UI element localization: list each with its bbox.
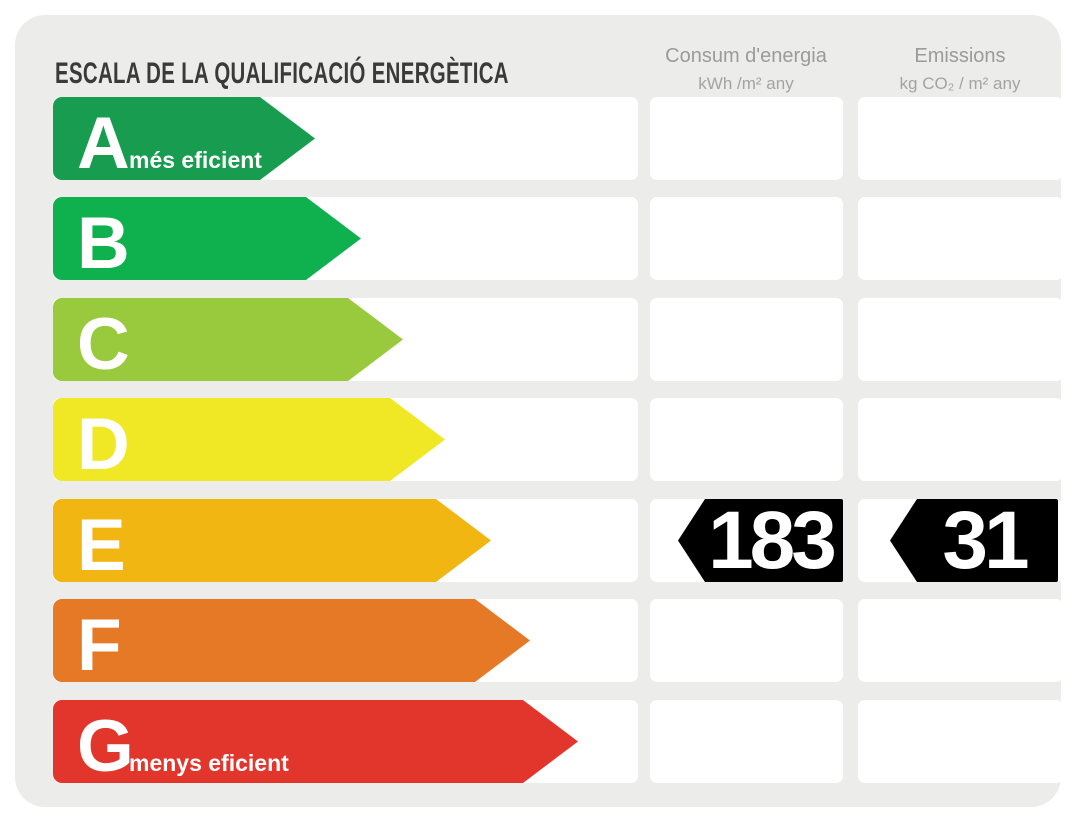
emissions-value-badge: 31	[890, 499, 1058, 582]
band-e-letter: E	[77, 505, 126, 586]
page-title: ESCALA DE LA QUALIFICACIÓ ENERGÈTICA	[55, 57, 509, 90]
band-c-emissions-cell	[858, 298, 1063, 381]
emissions-units: kg CO₂ / m² any	[899, 74, 1021, 93]
band-row-e: E 183 31	[15, 499, 1063, 582]
label-panel: ESCALA DE LA QUALIFICACIÓ ENERGÈTICA Con…	[15, 15, 1063, 807]
band-a-letter: A	[77, 103, 130, 184]
band-f-consum-cell	[650, 599, 843, 682]
band-row-a: A més eficient	[15, 97, 1063, 180]
band-g-consum-cell	[650, 700, 843, 783]
band-row-f: F	[15, 599, 1063, 682]
band-a-note: més eficient	[129, 147, 262, 173]
band-f-arrow: F	[53, 599, 530, 682]
band-g-arrow: G menys eficient	[53, 700, 578, 783]
consum-units: kWh /m² any	[698, 74, 794, 93]
band-c-arrow: C	[53, 298, 403, 381]
band-b-arrow: B	[53, 197, 361, 280]
column-header-emissions: Emissions kg CO₂ / m² any	[855, 45, 1065, 94]
emissions-value: 31	[942, 494, 1029, 586]
band-g-emissions-cell	[858, 700, 1063, 783]
band-b-letter: B	[77, 203, 130, 284]
band-g-letter: G	[77, 706, 134, 787]
band-c-consum-cell	[650, 298, 843, 381]
band-g-note: menys eficient	[129, 750, 289, 776]
band-b-consum-cell	[650, 197, 843, 280]
band-c-letter: C	[77, 304, 130, 385]
band-f-letter: F	[77, 605, 122, 686]
band-d-emissions-cell	[858, 398, 1063, 481]
band-a-emissions-cell	[858, 97, 1063, 180]
band-a-consum-cell	[650, 97, 843, 180]
band-row-g: G menys eficient	[15, 700, 1063, 783]
consum-value: 183	[708, 494, 837, 586]
column-header-consum: Consum d'energia kWh /m² any	[641, 45, 851, 94]
band-d-arrow: D	[53, 398, 445, 481]
band-row-c: C	[15, 298, 1063, 381]
band-row-d: D	[15, 398, 1063, 481]
band-b-emissions-cell	[858, 197, 1063, 280]
band-d-consum-cell	[650, 398, 843, 481]
band-row-b: B	[15, 197, 1063, 280]
band-a-arrow: A més eficient	[53, 97, 315, 180]
consum-value-badge: 183	[678, 499, 843, 582]
band-e-arrow: E	[53, 499, 491, 582]
consum-label: Consum d'energia	[665, 45, 827, 67]
band-d-letter: D	[77, 404, 130, 485]
emissions-label: Emissions	[914, 45, 1006, 67]
band-f-emissions-cell	[858, 599, 1063, 682]
